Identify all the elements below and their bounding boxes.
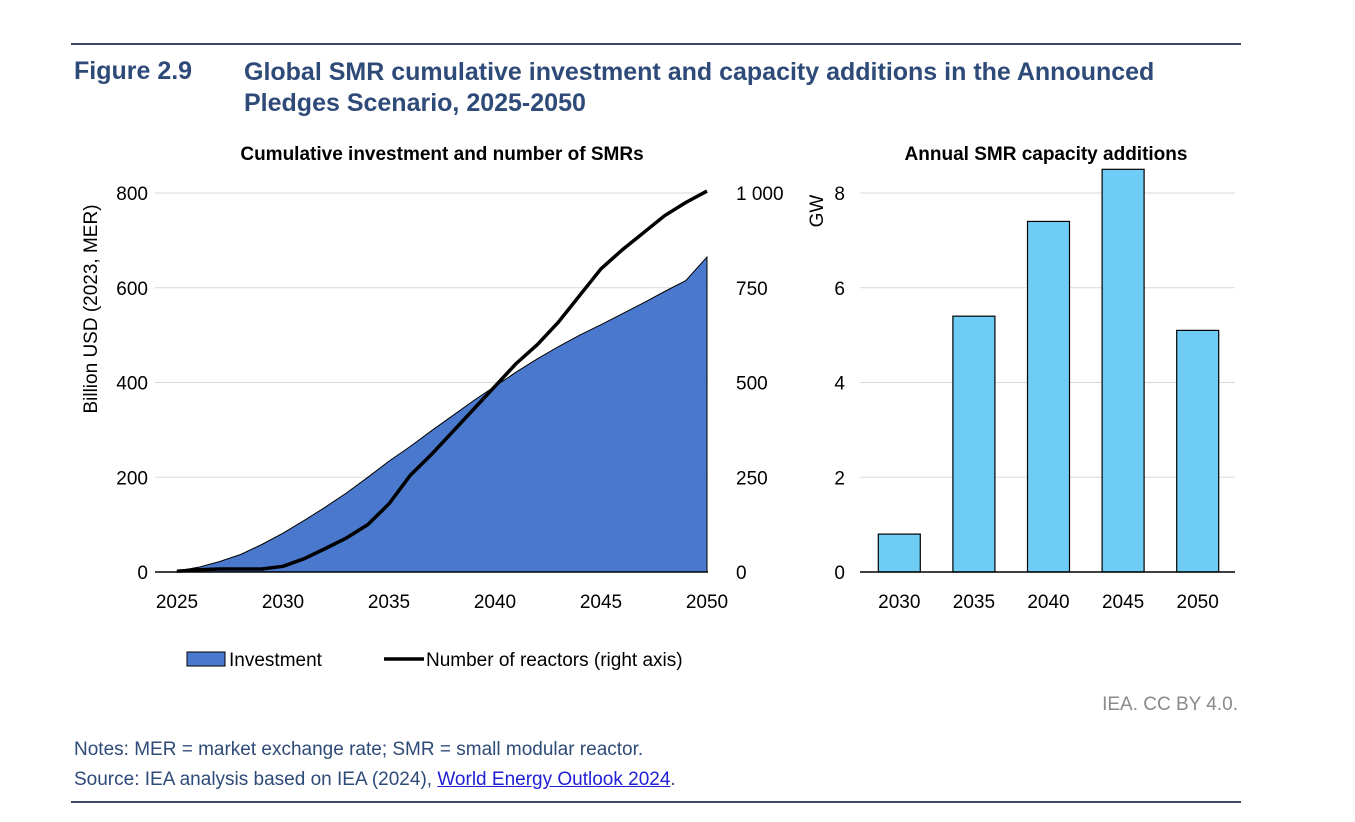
reactors-line (176, 189, 708, 573)
left-y-tick-label: 200 (116, 468, 148, 489)
capacity-bars (877, 168, 1220, 573)
left-x-tick-label: 2025 (156, 592, 198, 613)
left-x-tick-label: 2035 (368, 592, 410, 613)
figure-title: Global SMR cumulative investment and cap… (244, 58, 1155, 117)
capacity-bar (1101, 168, 1145, 573)
notes-line: Notes: MER = market exchange rate; SMR =… (74, 739, 644, 760)
right-y-tick-label: 750 (736, 279, 768, 300)
source-link[interactable]: World Energy Outlook 2024 (437, 769, 671, 790)
right-y-tick-label: 500 (736, 374, 768, 395)
left-chart-title: Cumulative investment and number of SMRs (240, 144, 643, 165)
bottom-rule (71, 801, 1241, 803)
right-chart-y-tick-label: 0 (834, 563, 845, 584)
right-chart-y-tick-label: 8 (834, 184, 845, 205)
right-chart: Annual SMR capacity additions 0 2 4 6 8 2030… (807, 144, 1235, 613)
right-y-tick-label: 1 000 (736, 184, 784, 205)
right-y-tick-label: 0 (736, 563, 747, 584)
left-y-tick-labels: 0 200 400 600 800 (116, 184, 148, 584)
notes-block: Notes: MER = market exchange rate; SMR =… (74, 735, 676, 795)
legend-investment-label: Investment (229, 650, 323, 671)
left-x-tick-label: 2030 (262, 592, 304, 613)
right-chart-x-tick-label: 2040 (1027, 592, 1069, 613)
right-chart-x-tick-labels: 2030 2035 2040 2045 2050 (878, 592, 1219, 613)
right-y-tick-label: 250 (736, 468, 768, 489)
top-rule (71, 43, 1241, 45)
left-chart: Cumulative investment and number of SMRs… (81, 144, 784, 671)
right-chart-x-tick-label: 2035 (953, 592, 995, 613)
right-y-tick-labels: 0 250 500 750 1 000 (736, 184, 784, 584)
legend-reactors-label: Number of reactors (right axis) (426, 650, 683, 671)
left-y-axis-label: Billion USD (2023, MER) (81, 204, 102, 413)
investment-area (176, 255, 708, 573)
left-x-tick-label: 2040 (474, 592, 516, 613)
right-chart-y-tick-labels: 0 2 4 6 8 (834, 184, 845, 584)
source-line: Source: IEA analysis based on IEA (2024)… (74, 765, 676, 795)
source-suffix: . (670, 769, 676, 790)
source-prefix: Source: IEA analysis based on IEA (2024)… (74, 769, 438, 790)
left-x-tick-label: 2045 (580, 592, 622, 613)
right-chart-x-tick-label: 2045 (1102, 592, 1144, 613)
capacity-bar (1176, 329, 1220, 573)
right-chart-title: Annual SMR capacity additions (905, 144, 1188, 165)
capacity-bar (877, 533, 921, 573)
right-chart-y-tick-label: 6 (834, 279, 845, 300)
left-y-tick-label: 400 (116, 374, 148, 395)
right-chart-x-tick-label: 2030 (878, 592, 920, 613)
capacity-bar (952, 315, 996, 573)
capacity-bar (1026, 220, 1071, 573)
right-chart-y-tick-label: 4 (834, 374, 845, 395)
left-y-tick-label: 600 (116, 279, 148, 300)
left-y-tick-label: 0 (137, 563, 148, 584)
right-chart-y-tick-label: 2 (834, 468, 845, 489)
figure-number: Figure 2.9 (74, 57, 193, 85)
left-y-tick-label: 800 (116, 184, 148, 205)
right-y-axis-label: GW (807, 195, 828, 228)
left-x-tick-labels: 2025 2030 2035 2040 2045 2050 (156, 592, 728, 613)
right-chart-x-tick-label: 2050 (1177, 592, 1219, 613)
legend-investment-swatch (186, 651, 226, 667)
credit-line: IEA. CC BY 4.0. (1102, 694, 1238, 715)
left-x-tick-label: 2050 (686, 592, 728, 613)
